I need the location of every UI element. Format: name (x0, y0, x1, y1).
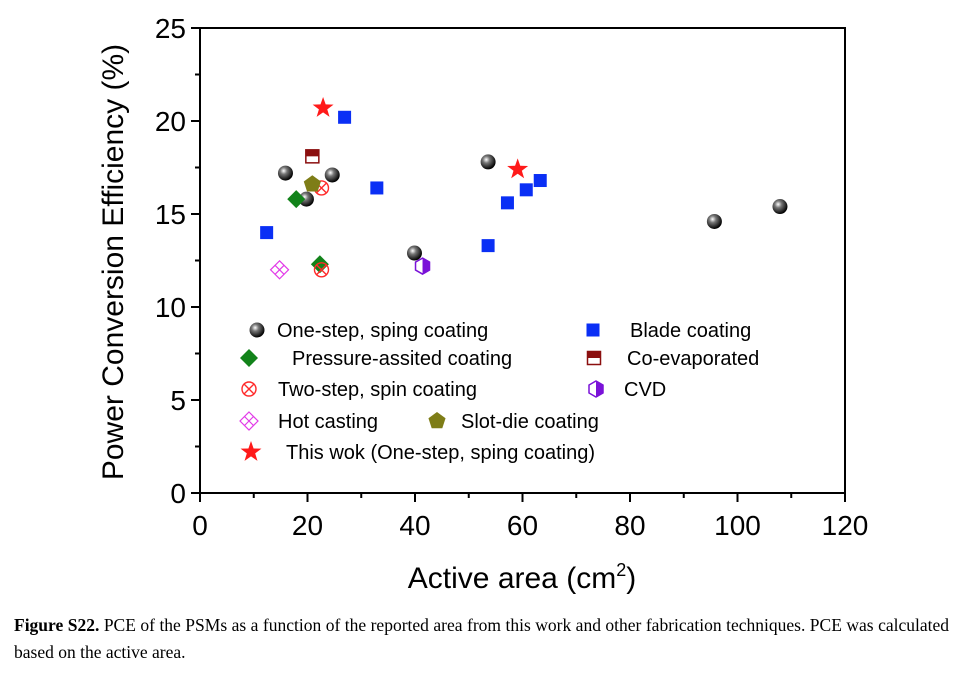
data-point-circle-x (313, 262, 330, 278)
data-point-diamond (310, 255, 329, 274)
legend-marker-circle-x (241, 381, 257, 397)
data-point-pentagon (303, 175, 321, 192)
x-tick-label: 40 (399, 510, 430, 541)
data-point-square (533, 174, 547, 188)
scatter-chart: 0 20 40 60 80 100 120 0 5 10 15 20 25 One-step, spin… (97, 13, 869, 595)
legend-marker-half-square (586, 350, 602, 366)
data-point-sphere (706, 213, 722, 229)
x-tick-label: 120 (822, 510, 869, 541)
data-point-star (507, 158, 529, 179)
legend-item: Co-evaporated (586, 348, 759, 370)
legend-marker-pentagon (428, 412, 446, 429)
legend-marker-square (586, 323, 600, 337)
caption-text: PCE of the PSMs as a function of the rep… (14, 615, 949, 662)
y-axis-title: Power Conversion Efficiency (%) (97, 44, 130, 480)
data-point-sphere (480, 154, 496, 170)
figure-caption: Figure S22. PCE of the PSMs as a functio… (14, 612, 949, 666)
legend-label: Co-evaporated (627, 348, 759, 370)
legend-item: One-step, sping coating (249, 320, 488, 342)
data-point-sphere (324, 167, 340, 183)
y-tick-label: 15 (155, 199, 186, 230)
data-point-square (500, 196, 514, 210)
data-point-diamond-x (269, 259, 290, 280)
y-tick-label: 0 (170, 478, 186, 509)
x-axis-title-superscript: 2 (616, 560, 626, 580)
legend-marker-star (240, 441, 262, 461)
legend-marker-diamond-x (239, 411, 259, 431)
x-tick-label: 80 (614, 510, 645, 541)
data-point-sphere (277, 165, 293, 181)
x-tick-label: 0 (192, 510, 208, 541)
legend-label: Blade coating (630, 320, 751, 342)
data-point-diamond (287, 190, 306, 209)
legend-item: CVD (588, 379, 666, 401)
data-point-square (370, 181, 384, 195)
data-point-half-hexagon (414, 257, 431, 275)
x-axis-title-text: Active area (cm (408, 562, 616, 595)
legend-label: Slot-die coating (461, 411, 599, 433)
data-point-star (312, 96, 334, 117)
data-points (260, 96, 788, 280)
x-axis-title: Active area (cm2) (408, 560, 636, 595)
y-tick-label: 20 (155, 106, 186, 137)
y-tick-label: 5 (170, 385, 186, 416)
legend-item: Blade coating (586, 320, 751, 342)
legend-label: CVD (624, 379, 666, 401)
plot-axes: 0 20 40 60 80 100 120 0 5 10 15 20 25 (155, 13, 869, 541)
legend-item: This wok (One-step, sping coating) (240, 441, 595, 464)
caption-label: Figure S22. (14, 615, 100, 635)
legend: One-step, sping coating Blade coating Pres… (239, 320, 759, 464)
legend-marker-diamond (240, 349, 258, 367)
data-point-half-square (305, 149, 320, 164)
data-point-sphere (298, 191, 314, 207)
x-tick-label: 20 (292, 510, 323, 541)
legend-label: Pressure-assited coating (292, 348, 512, 370)
y-tick-label: 10 (155, 292, 186, 323)
data-point-square (260, 226, 274, 240)
data-point-square (481, 239, 495, 253)
x-axis-title-end: ) (626, 562, 636, 595)
data-point-sphere (772, 199, 788, 215)
legend-marker-half-hexagon (588, 380, 604, 398)
legend-marker-sphere (249, 322, 265, 338)
legend-label: Hot casting (278, 411, 378, 433)
legend-label: This wok (One-step, sping coating) (286, 442, 595, 464)
legend-item: Slot-die coating (428, 411, 599, 433)
legend-item: Hot casting (239, 411, 378, 433)
legend-label: Two-step, spin coating (278, 379, 477, 401)
legend-item: Pressure-assited coating (240, 348, 512, 370)
x-tick-label: 100 (714, 510, 761, 541)
legend-item: Two-step, spin coating (241, 379, 477, 401)
data-point-square (519, 183, 533, 197)
data-point-sphere (406, 245, 422, 261)
legend-label: One-step, sping coating (277, 320, 488, 342)
data-point-square (338, 110, 352, 124)
y-tick-label: 25 (155, 13, 186, 44)
x-tick-label: 60 (507, 510, 538, 541)
